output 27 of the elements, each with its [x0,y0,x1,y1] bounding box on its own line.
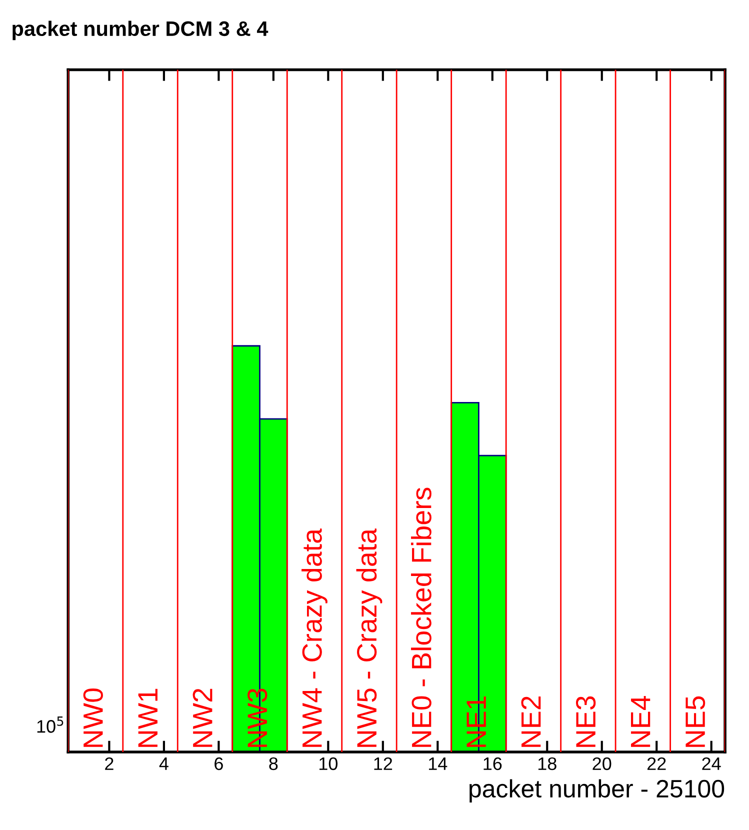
x-tick-label: 10 [320,757,338,770]
chart-title: packet number DCM 3 & 4 [12,20,268,40]
ref-line-label: NE2 [521,696,541,747]
ref-line-label: NW1 [138,688,158,747]
ref-line-label: NE4 [630,696,650,747]
ref-line-label: NW4 - Crazy data [302,528,328,747]
x-tick-label: 8 [269,757,278,770]
ref-line-label: NW3 [248,688,268,747]
ref-line-label: NE0 - Blocked Fibers [411,488,432,747]
x-tick-label: 4 [159,758,168,770]
x-tick-label: 14 [428,758,448,770]
x-tick-label: 16 [484,757,502,770]
x-tick-label: 24 [702,757,721,770]
x-tick-label: 12 [374,757,392,770]
ref-line-label: NW0 [83,688,103,747]
ref-line-label: NE5 [686,696,706,747]
x-tick-label: 2 [105,757,114,770]
ref-line-label: NE1 [466,696,486,747]
ref-line-label: NW2 [192,688,212,747]
x-axis-title: packet number - 25100 [470,779,724,803]
x-tick-label: 22 [647,757,666,770]
x-tick-label: 6 [214,757,223,770]
x-tick-label: 20 [592,757,612,770]
x-tick-label: 18 [538,757,556,770]
ref-line-label: NE3 [576,696,596,747]
ref-line-label: NW5 - Crazy data [356,528,382,747]
text: 10$^{5}$ [37,716,64,733]
